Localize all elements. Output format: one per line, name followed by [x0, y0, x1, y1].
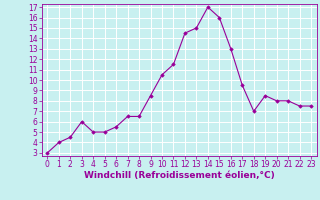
X-axis label: Windchill (Refroidissement éolien,°C): Windchill (Refroidissement éolien,°C) — [84, 171, 275, 180]
